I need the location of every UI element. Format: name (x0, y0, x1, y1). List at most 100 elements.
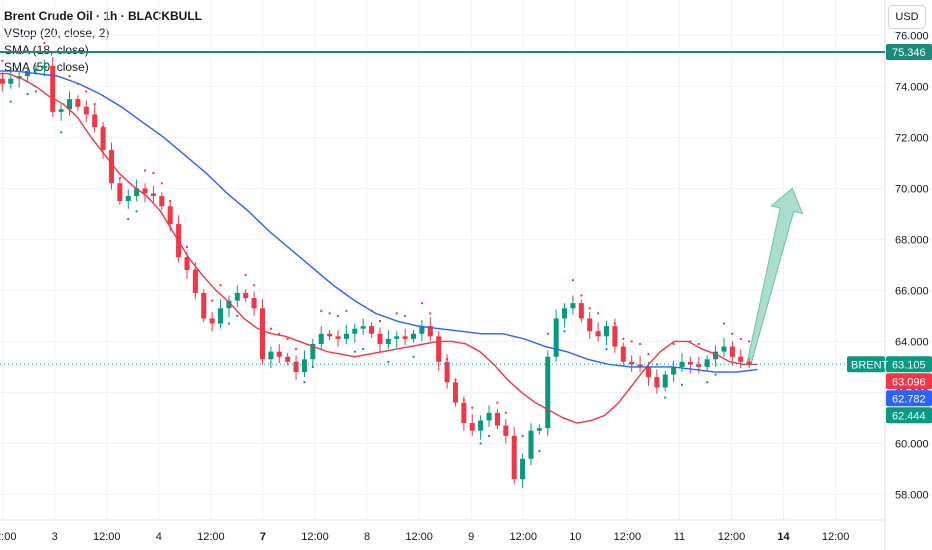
candle-body (285, 356, 291, 362)
price-tick: 74.000 (895, 81, 929, 93)
vstop-dot (378, 320, 381, 323)
vstop-dot (219, 284, 222, 287)
vstop-dot (689, 340, 692, 343)
vstop-dot (68, 75, 71, 78)
price-tick: 58.000 (895, 489, 929, 501)
candle-body (369, 326, 375, 334)
candle-body (620, 346, 626, 362)
vstop-series (1, 41, 751, 458)
candle-body (134, 188, 140, 197)
price-tick: 66.000 (895, 285, 929, 297)
candle-body (50, 65, 56, 112)
candle-body (0, 78, 5, 84)
candle-body (729, 346, 735, 357)
time-tick: 12:00 (509, 531, 537, 543)
sma18-line (0, 72, 758, 424)
candle-body (520, 458, 526, 480)
symbol-title[interactable]: Brent Crude Oil · 1h · BLACKBULL (4, 9, 202, 23)
vstop-dot (622, 337, 625, 340)
candle-body (461, 402, 467, 424)
grid-lines (0, 0, 886, 550)
candle-body (528, 430, 534, 459)
candle-body (478, 420, 484, 431)
candle-body (209, 318, 215, 324)
vstop-dot (18, 52, 21, 55)
vstop-dot (404, 314, 407, 317)
projection-arrow[interactable] (746, 187, 804, 366)
candle-body (108, 150, 114, 184)
candle-body (100, 127, 106, 151)
candle-body (352, 328, 358, 334)
vstop-dot (546, 332, 549, 335)
vstop-dot (681, 383, 684, 386)
candle-body (360, 326, 366, 329)
vstop-dot (85, 90, 88, 93)
vstop-dot (144, 169, 147, 172)
vstop-dot (337, 314, 340, 317)
candle-body (259, 308, 266, 360)
vstop-dot (580, 294, 583, 297)
candle-body (310, 343, 316, 360)
price-badge-value: 75.346 (892, 47, 926, 59)
candle-body (167, 206, 173, 225)
candle-body (226, 300, 232, 309)
candle-body (75, 99, 81, 107)
vstop-dot (152, 172, 155, 175)
candle-body (58, 109, 64, 112)
vstop-dot (211, 299, 214, 302)
vstop-dot (269, 327, 272, 330)
vstop-dot (471, 406, 474, 409)
vstop-dot (731, 332, 734, 335)
candle-body (419, 326, 425, 334)
candle-body (385, 338, 391, 344)
vstop-dot (647, 353, 650, 356)
vstop-dot (412, 355, 415, 358)
vstop-dot (345, 309, 348, 312)
vstop-dot (588, 307, 591, 310)
time-tick: 8 (364, 531, 370, 543)
time-tick: 12:00 (197, 531, 225, 543)
candle-body (327, 333, 333, 337)
indicator-sma18[interactable]: SMA (18, close) (4, 43, 89, 57)
candle-body (142, 188, 148, 194)
vstop-dot (1, 59, 4, 62)
candle-body (318, 333, 324, 344)
vstop-dot (9, 100, 12, 103)
price-badge-value: 63.105 (892, 359, 926, 371)
vstop-dot (420, 302, 423, 305)
candle-body (578, 303, 584, 319)
vstop-dot (479, 442, 482, 445)
vstop-dot (295, 348, 298, 351)
candle-body (713, 351, 719, 360)
currency-button[interactable]: USD (888, 5, 926, 29)
candle-body (494, 412, 500, 426)
candle-body (436, 336, 442, 362)
time-tick: 9 (468, 531, 474, 543)
candle-body (536, 428, 542, 431)
candle-body (66, 99, 73, 110)
candle-body (486, 412, 492, 421)
candle-body (150, 193, 156, 197)
candle-body (587, 318, 593, 332)
time-axis[interactable]: 12:00 3 12:00 4 12:00 7 12:00 8 12:00 9 12:00 10 12:… (0, 531, 849, 543)
candle-body (335, 336, 341, 339)
price-axis[interactable]: 58.00060.00062.00064.00066.00068.00070.0… (895, 30, 929, 501)
price-tick: 60.000 (895, 438, 929, 450)
vstop-dot (253, 284, 256, 287)
candle-body (293, 361, 299, 373)
vstop-dot (722, 322, 725, 325)
vstop-dot (43, 41, 46, 44)
vstop-dot (488, 434, 491, 437)
candle-body (721, 346, 727, 352)
time-tick: 12:00 (405, 531, 433, 543)
candle-body (679, 361, 685, 367)
price-badge-resistance (886, 43, 932, 60)
vstop-dot (496, 401, 499, 404)
candle-body (545, 356, 551, 429)
candle-body (33, 68, 39, 72)
candle-body (738, 356, 744, 362)
indicator-vstop[interactable]: VStop (20, close, 2) (4, 26, 110, 40)
time-tick: 7 (260, 531, 266, 543)
